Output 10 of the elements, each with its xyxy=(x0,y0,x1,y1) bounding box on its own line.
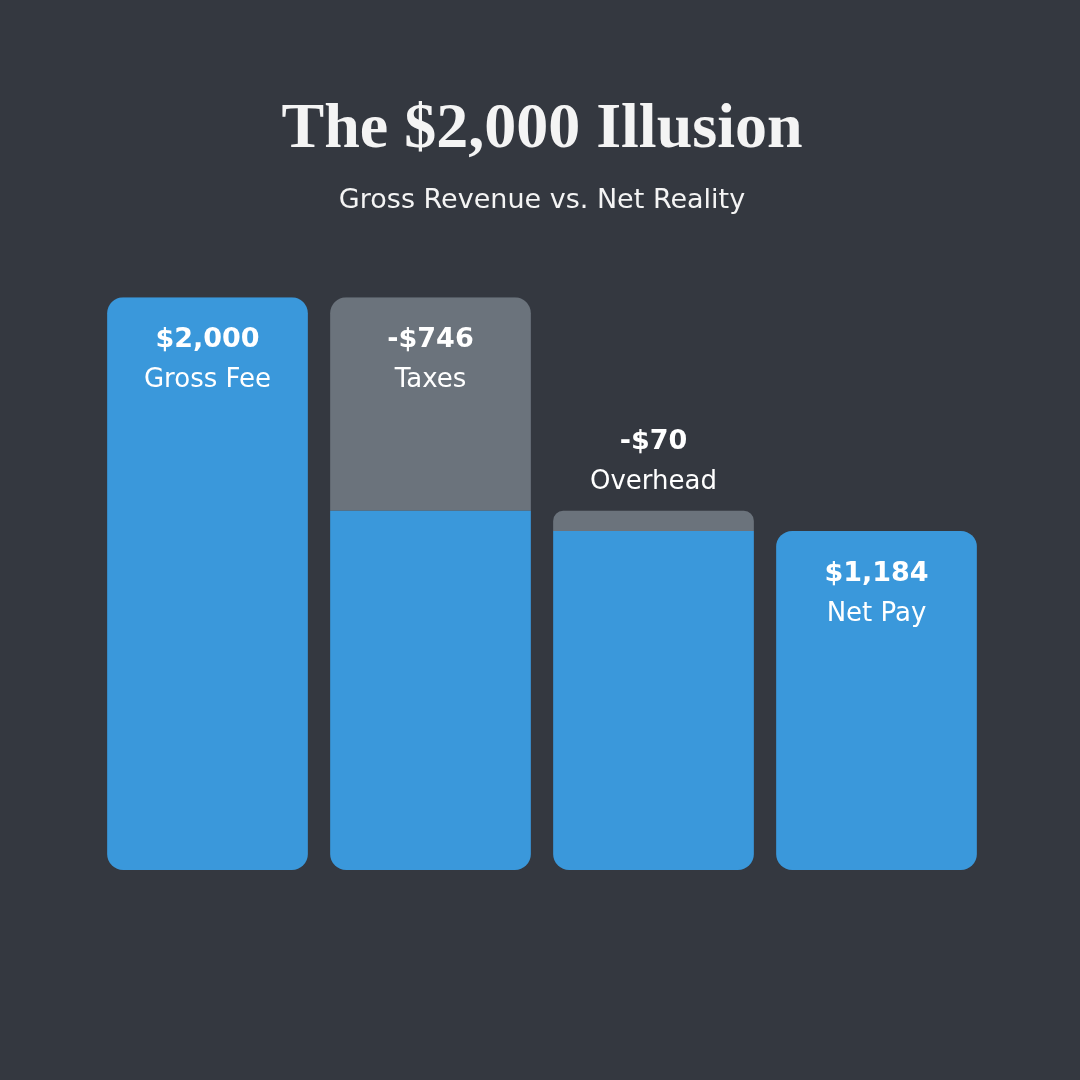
x-tick-label: Taxes xyxy=(393,363,467,394)
chart-title: The $2,000 Illusion xyxy=(281,89,803,161)
data-label: $1,184 xyxy=(824,555,929,587)
annotation: -$70 xyxy=(619,423,688,455)
annotation: -$746 xyxy=(387,322,474,354)
chart-subtitle: Gross Revenue vs. Net Reality xyxy=(338,183,746,215)
data-label: $2,000 xyxy=(155,322,260,354)
x-tick-label: Net Pay xyxy=(826,596,927,627)
x-tick-label: Gross Fee xyxy=(143,363,272,394)
x-tick-label: Overhead xyxy=(590,464,717,495)
